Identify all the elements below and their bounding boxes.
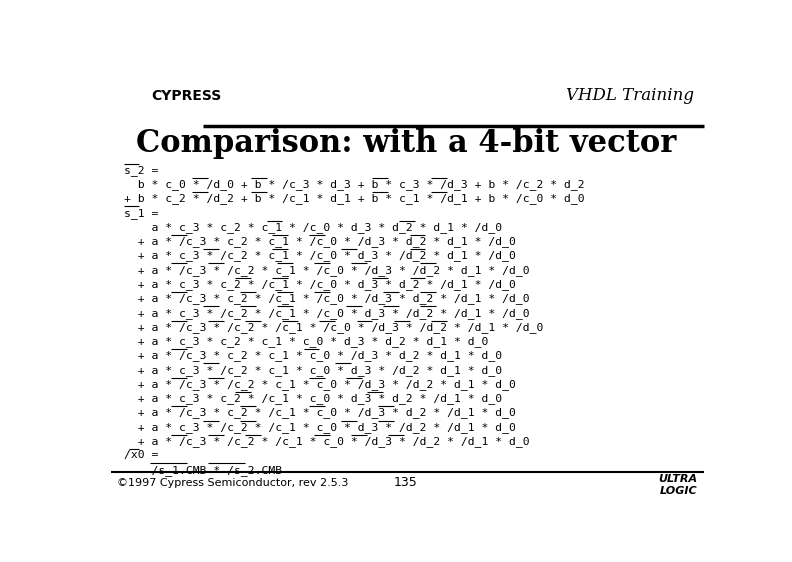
Text: + a * /c_3 * c_2 * c_1 * /c_0 * /d_3 * d_2 * d_1 * /d_0: + a * /c_3 * c_2 * c_1 * /c_0 * /d_3 * d… (124, 236, 516, 247)
Text: + a * c_3 * c_2 * /c_1 * /c_0 * d_3 * d_2 * /d_1 * /d_0: + a * c_3 * c_2 * /c_1 * /c_0 * d_3 * d_… (124, 279, 516, 290)
Text: s_2 =: s_2 = (124, 165, 158, 176)
Text: + a * /c_3 * c_2 * /c_1 * c_0 * /d_3 * d_2 * /d_1 * d_0: + a * /c_3 * c_2 * /c_1 * c_0 * /d_3 * d… (124, 407, 516, 419)
Text: + a * /c_3 * /c_2 * /c_1 * /c_0 * /d_3 * /d_2 * /d_1 * /d_0: + a * /c_3 * /c_2 * /c_1 * /c_0 * /d_3 *… (124, 322, 543, 333)
Text: + a * c_3 * c_2 * c_1 * c_0 * d_3 * d_2 * d_1 * d_0: + a * c_3 * c_2 * c_1 * c_0 * d_3 * d_2 … (124, 336, 488, 347)
Text: VHDL Training: VHDL Training (566, 87, 695, 104)
Text: ©1997 Cypress Semiconductor, rev 2.5.3: ©1997 Cypress Semiconductor, rev 2.5.3 (117, 478, 348, 488)
Text: b * c_0 * /d_0 + b * /c_3 * d_3 + b * c_3 * /d_3 + b * /c_2 * d_2: b * c_0 * /d_0 + b * /c_3 * d_3 + b * c_… (124, 179, 584, 190)
Text: + a * c_3 * /c_2 * c_1 * /c_0 * d_3 * /d_2 * d_1 * /d_0: + a * c_3 * /c_2 * c_1 * /c_0 * d_3 * /d… (124, 251, 516, 261)
Text: + a * /c_3 * /c_2 * c_1 * /c_0 * /d_3 * /d_2 * d_1 * /d_0: + a * /c_3 * /c_2 * c_1 * /c_0 * /d_3 * … (124, 265, 529, 276)
Text: CYPRESS: CYPRESS (151, 89, 222, 103)
Text: 135: 135 (394, 477, 417, 490)
Text: + a * c_3 * /c_2 * c_1 * c_0 * d_3 * /d_2 * d_1 * d_0: + a * c_3 * /c_2 * c_1 * c_0 * d_3 * /d_… (124, 365, 501, 375)
Text: a * c_3 * c_2 * c_1 * /c_0 * d_3 * d_2 * d_1 * /d_0: a * c_3 * c_2 * c_1 * /c_0 * d_3 * d_2 *… (124, 222, 501, 233)
Text: + a * c_3 * c_2 * /c_1 * c_0 * d_3 * d_2 * /d_1 * d_0: + a * c_3 * c_2 * /c_1 * c_0 * d_3 * d_2… (124, 393, 501, 404)
Text: + a * /c_3 * c_2 * /c_1 * /c_0 * /d_3 * d_2 * /d_1 * /d_0: + a * /c_3 * c_2 * /c_1 * /c_0 * /d_3 * … (124, 293, 529, 304)
Text: + a * c_3 * /c_2 * /c_1 * c_0 * d_3 * /d_2 * /d_1 * d_0: + a * c_3 * /c_2 * /c_1 * c_0 * d_3 * /d… (124, 422, 516, 433)
Text: /x0 =: /x0 = (124, 450, 158, 460)
Text: s_1 =: s_1 = (124, 207, 158, 219)
Text: + a * /c_3 * /c_2 * c_1 * c_0 * /d_3 * /d_2 * d_1 * d_0: + a * /c_3 * /c_2 * c_1 * c_0 * /d_3 * /… (124, 379, 516, 390)
Text: + b * c_2 * /d_2 + b * /c_1 * d_1 + b * c_1 * /d_1 + b * /c_0 * d_0: + b * c_2 * /d_2 + b * /c_1 * d_1 + b * … (124, 193, 584, 204)
Text: /s_1.CMB * /s_2.CMB: /s_1.CMB * /s_2.CMB (124, 465, 282, 475)
Text: ULTRA
LOGIC: ULTRA LOGIC (658, 474, 698, 496)
Text: Comparison: with a 4-bit vector: Comparison: with a 4-bit vector (135, 128, 676, 158)
Text: + a * /c_3 * /c_2 * /c_1 * c_0 * /d_3 * /d_2 * /d_1 * d_0: + a * /c_3 * /c_2 * /c_1 * c_0 * /d_3 * … (124, 436, 529, 447)
Text: + a * c_3 * /c_2 * /c_1 * /c_0 * d_3 * /d_2 * /d_1 * /d_0: + a * c_3 * /c_2 * /c_1 * /c_0 * d_3 * /… (124, 307, 529, 319)
Text: + a * /c_3 * c_2 * c_1 * c_0 * /d_3 * d_2 * d_1 * d_0: + a * /c_3 * c_2 * c_1 * c_0 * /d_3 * d_… (124, 351, 501, 361)
